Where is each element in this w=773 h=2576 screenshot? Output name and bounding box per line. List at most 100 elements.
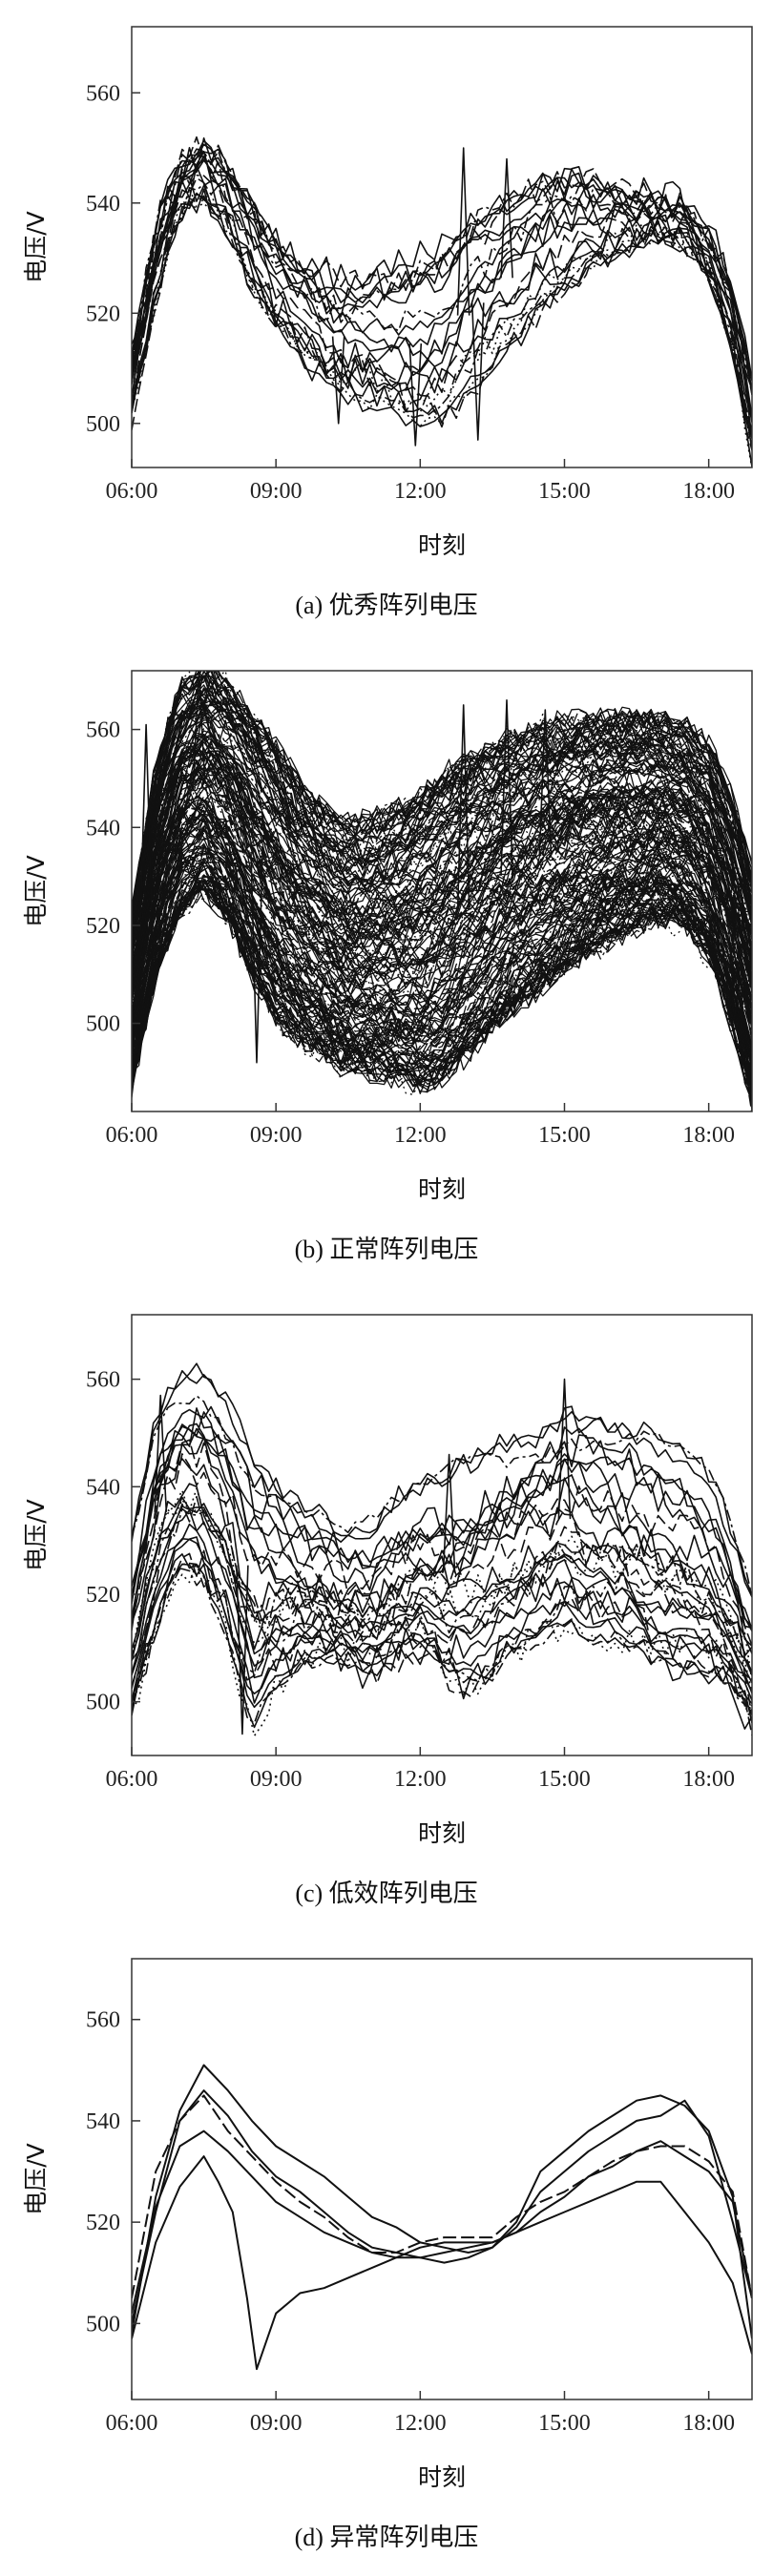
series-line-16 xyxy=(132,151,752,393)
chart-c: 500 520 540 560 06:00 09:00 12:00 15:00 18:00 时刻 电… xyxy=(22,1314,753,1847)
series-line-spike-0 xyxy=(236,1565,249,1735)
series-line-105 xyxy=(132,795,752,1028)
series-line-22 xyxy=(132,1405,752,1631)
series-line-spike-4 xyxy=(470,302,485,441)
series-line-7 xyxy=(132,1489,752,1682)
series-line-29 xyxy=(132,1395,752,1598)
series-line-5 xyxy=(132,1562,752,1716)
x-tick-label: 06:00 xyxy=(106,2411,158,2436)
series-line-111 xyxy=(132,737,752,994)
series-line-163 xyxy=(132,828,752,1081)
y-tick-label: 500 xyxy=(86,1691,120,1715)
chart-panel-b: 500 520 540 560 06:00 09:00 12:00 15:00 18:00 时刻 电… xyxy=(0,644,773,1288)
series-line-19 xyxy=(132,135,752,378)
series-line-150 xyxy=(132,854,752,1062)
series-line-10 xyxy=(132,193,752,439)
x-tick-label: 06:00 xyxy=(106,1767,158,1792)
series-line-28 xyxy=(132,1509,752,1676)
series-line-spike-5 xyxy=(192,671,206,783)
chart-panel-d: 500 520 540 560 06:00 09:00 12:00 15:00 18:00 时刻 电… xyxy=(0,1932,773,2576)
series-group xyxy=(132,671,752,1111)
series-line-124 xyxy=(132,701,752,937)
x-tick-label: 15:00 xyxy=(538,2411,591,2436)
series-line-6 xyxy=(132,137,752,390)
series-line-173 xyxy=(132,890,752,1074)
series-line-spike-2 xyxy=(500,157,513,279)
series-line-60 xyxy=(132,806,752,1062)
series-line-107 xyxy=(132,748,752,938)
x-axis-label: 时刻 xyxy=(418,2463,466,2491)
y-tick-label: 560 xyxy=(86,1368,120,1393)
series-line-14 xyxy=(132,1496,752,1693)
series-line-14 xyxy=(132,188,752,450)
series-line-154 xyxy=(132,826,752,1011)
series-line-21 xyxy=(132,1507,752,1682)
series-line-174 xyxy=(132,721,752,966)
series-line-spike-2 xyxy=(442,1453,456,1573)
series-line-2 xyxy=(132,2094,752,2298)
x-tick-label: 12:00 xyxy=(394,2411,447,2436)
series-line-3 xyxy=(132,2129,752,2314)
series-line-155 xyxy=(132,778,752,1031)
series-line-13 xyxy=(132,158,752,395)
y-tick-label: 560 xyxy=(86,2008,120,2033)
series-line-spike-4 xyxy=(538,709,553,855)
chart-panel-a: 500 520 540 560 06:00 09:00 12:00 15:00 18:00 时刻 电… xyxy=(0,0,773,644)
series-line-spike-2 xyxy=(456,704,470,910)
series-line-8 xyxy=(132,159,752,417)
series-line-172 xyxy=(132,675,752,910)
x-tick-label: 18:00 xyxy=(682,1123,735,1148)
series-line-140 xyxy=(132,730,752,976)
y-axis-label: 电压/V xyxy=(22,1499,50,1571)
series-line-161 xyxy=(132,671,752,918)
y-tick-label: 560 xyxy=(86,81,120,106)
x-tick-label: 18:00 xyxy=(682,479,735,504)
y-tick-label: 540 xyxy=(86,816,120,841)
series-line-19 xyxy=(132,1495,752,1707)
x-tick-label: 18:00 xyxy=(682,1767,735,1792)
series-line-15 xyxy=(132,706,752,952)
chart-panel-c: 500 520 540 560 06:00 09:00 12:00 15:00 18:00 时刻 电… xyxy=(0,1288,773,1932)
series-line-11 xyxy=(132,1453,752,1675)
chart-caption-a: (a) 优秀阵列电压 xyxy=(295,592,478,619)
y-tick-label: 520 xyxy=(86,2211,120,2235)
y-axis-label: 电压/V xyxy=(22,2143,50,2215)
series-line-17 xyxy=(132,143,752,382)
x-tick-label: 06:00 xyxy=(106,1123,158,1148)
series-line-177 xyxy=(132,686,752,914)
series-line-113 xyxy=(132,812,752,1002)
chart-b: 500 520 540 560 06:00 09:00 12:00 15:00 18:00 时刻 电… xyxy=(22,670,753,1203)
series-line-168 xyxy=(132,680,752,924)
series-line-145 xyxy=(132,747,752,978)
series-line-117 xyxy=(132,812,752,1084)
series-line-spike-1 xyxy=(456,147,470,316)
series-line-139 xyxy=(132,799,752,996)
y-axis-label: 电压/V xyxy=(22,855,50,927)
series-line-spike-3 xyxy=(331,336,345,425)
series-line-25 xyxy=(132,1503,752,1693)
y-tick-label: 560 xyxy=(86,718,120,743)
series-line-178 xyxy=(132,777,752,1000)
series-line-24 xyxy=(132,1563,752,1716)
series-line-129 xyxy=(132,861,752,1092)
series-line-27 xyxy=(132,1439,752,1646)
series-line-166 xyxy=(132,770,752,1019)
series-group xyxy=(132,135,752,467)
series-line-4 xyxy=(132,159,752,423)
series-line-170 xyxy=(132,849,752,1101)
chart-d: 500 520 540 560 06:00 09:00 12:00 15:00 18:00 时刻 电… xyxy=(22,1958,753,2491)
y-axis-label: 电压/V xyxy=(22,211,50,283)
series-line-142 xyxy=(132,719,752,952)
series-line-152 xyxy=(132,766,752,1014)
y-tick-label: 520 xyxy=(86,301,120,326)
x-tick-label: 06:00 xyxy=(106,479,158,504)
series-line-137 xyxy=(132,708,752,954)
y-tick-label: 540 xyxy=(86,2109,120,2134)
series-line-151 xyxy=(132,873,752,1088)
series-line-74 xyxy=(132,703,752,946)
y-tick-label: 540 xyxy=(86,1475,120,1500)
y-tick-label: 500 xyxy=(86,412,120,437)
x-tick-label: 18:00 xyxy=(682,2411,735,2436)
series-line-1 xyxy=(132,2089,752,2324)
x-tick-label: 12:00 xyxy=(394,479,447,504)
